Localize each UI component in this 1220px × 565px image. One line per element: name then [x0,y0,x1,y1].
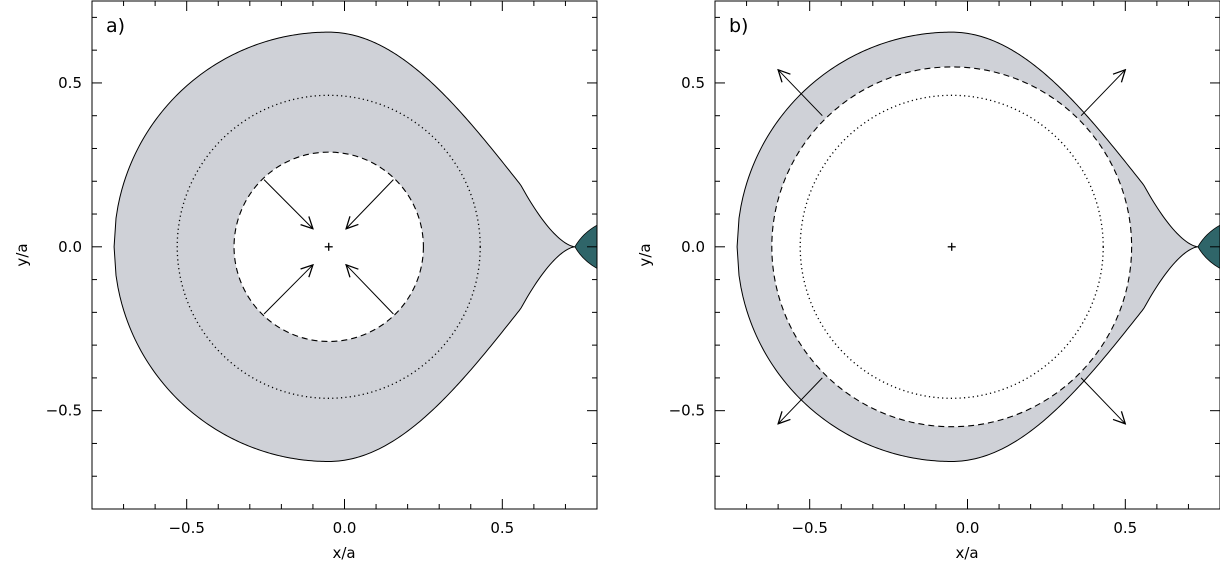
y-tick-label: 0.5 [681,74,705,92]
arrow-4 [778,377,823,424]
arrow-1 [263,179,313,229]
dotted-circle-a [176,94,481,399]
xlabel-a: x/a [332,544,355,562]
panel-b: −0.5 0.0 0.5 −0.5 0.0 0.5 b) x/a y/a [636,0,1220,562]
tick-labels-b: −0.5 0.0 0.5 −0.5 0.0 0.5 [669,74,1138,537]
arrow-3 [263,265,313,315]
dashed-circle-a [233,151,424,343]
arrows-b [778,70,1125,424]
center-marker-a [324,242,333,251]
arrow-3 [1080,377,1125,424]
arrow-1 [1080,70,1125,117]
ticks-a [92,1,597,509]
y-tick-label: −0.5 [46,402,82,420]
ylabel-a: y/a [13,243,31,266]
panel-a: −0.5 0.0 0.5 −0.5 0.0 0.5 a) x/a y/a [13,0,598,562]
center-marker-b [947,242,956,251]
xlabel-b: x/a [955,544,978,562]
shaded-region-a [114,32,575,462]
ticks-b [715,1,1220,509]
arrows-a [263,179,394,315]
x-tick-label: −0.5 [791,519,827,537]
panel-label-b: b) [729,15,748,37]
x-tick-label: 0.5 [1113,519,1137,537]
tick-labels-a: −0.5 0.0 0.5 −0.5 0.0 0.5 [46,74,515,537]
ylabel-b: y/a [636,243,654,266]
y-tick-label: 0.0 [58,238,82,256]
arrow-2 [346,179,394,229]
dotted-circle-b [799,94,1104,399]
x-tick-label: 0.5 [490,519,514,537]
companion-lobe-b [1197,224,1220,269]
y-tick-label: 0.0 [681,238,705,256]
roche-lobe-outline-a [113,31,575,462]
x-tick-label: 0.0 [956,519,980,537]
x-tick-label: 0.0 [333,519,357,537]
roche-lobe-outline-b [736,31,1198,462]
companion-lobe-a [574,224,597,269]
arrow-2 [778,70,823,117]
arrow-4 [346,265,394,315]
y-tick-label: −0.5 [669,402,705,420]
panel-label-a: a) [106,15,125,37]
y-tick-label: 0.5 [58,74,82,92]
x-tick-label: −0.5 [168,519,204,537]
